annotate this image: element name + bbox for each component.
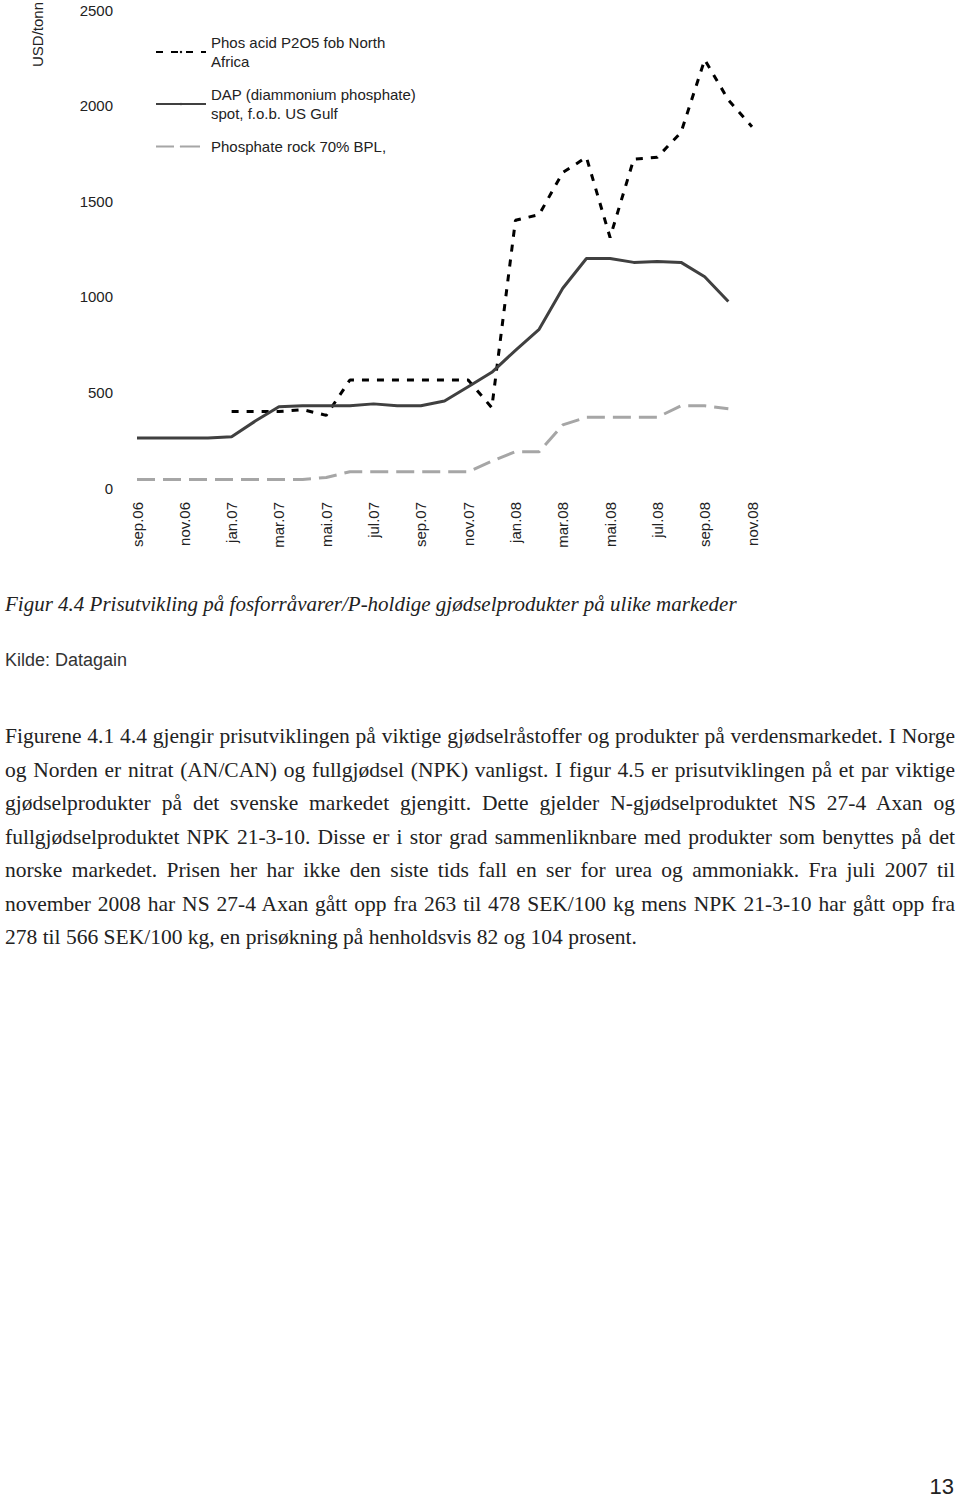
svg-text:Africa: Africa [211, 53, 250, 70]
svg-text:jan.07: jan.07 [223, 502, 240, 544]
svg-text:USD/tonn: USD/tonn [29, 2, 46, 67]
svg-text:nov.08: nov.08 [744, 502, 761, 546]
svg-text:Phos acid P2O5 fob North: Phos acid P2O5 fob North [211, 34, 389, 51]
svg-text:0: 0 [105, 480, 113, 497]
svg-text:spot, f.o.b. US Gulf: spot, f.o.b. US Gulf [211, 105, 339, 122]
svg-text:mai.08: mai.08 [602, 502, 619, 547]
html-text:Kilde: Datagain: Kilde: Datagain [5, 650, 128, 670]
svg-text:500: 500 [88, 384, 113, 401]
svg-text:mar.08: mar.08 [554, 502, 571, 548]
svg-text:1500: 1500 [80, 193, 113, 210]
svg-text:nov.07: nov.07 [460, 502, 477, 546]
svg-text:sep.06: sep.06 [129, 502, 146, 547]
svg-text:Phosphate rock 70% BPL,: Phosphate rock 70% BPL, [211, 138, 386, 155]
svg-text:DAP (diammonium phosphate): DAP (diammonium phosphate) [211, 86, 420, 103]
svg-text:2500: 2500 [80, 2, 113, 19]
svg-text:jul.08: jul.08 [649, 502, 666, 539]
svg-text:1000: 1000 [80, 288, 113, 305]
html-text:Figurene 4.1 4.4 gjengir prisu: Figurene 4.1 4.4 gjengir prisutviklingen… [5, 724, 955, 949]
svg-text:sep.07: sep.07 [412, 502, 429, 547]
svg-text:mar.07: mar.07 [270, 502, 287, 548]
svg-text:mai.07: mai.07 [318, 502, 335, 547]
html-text:Figur 4.4 Prisutvikling på fos: Figur 4.4 Prisutvikling på fosforråvarer… [5, 592, 737, 616]
svg-text:2000: 2000 [80, 97, 113, 114]
html-text:13: 13 [929, 1474, 954, 1499]
svg-text:jul.07: jul.07 [365, 502, 382, 539]
svg-text:sep.08: sep.08 [696, 502, 713, 547]
svg-text:jan.08: jan.08 [507, 502, 524, 544]
svg-text:nov.06: nov.06 [176, 502, 193, 546]
